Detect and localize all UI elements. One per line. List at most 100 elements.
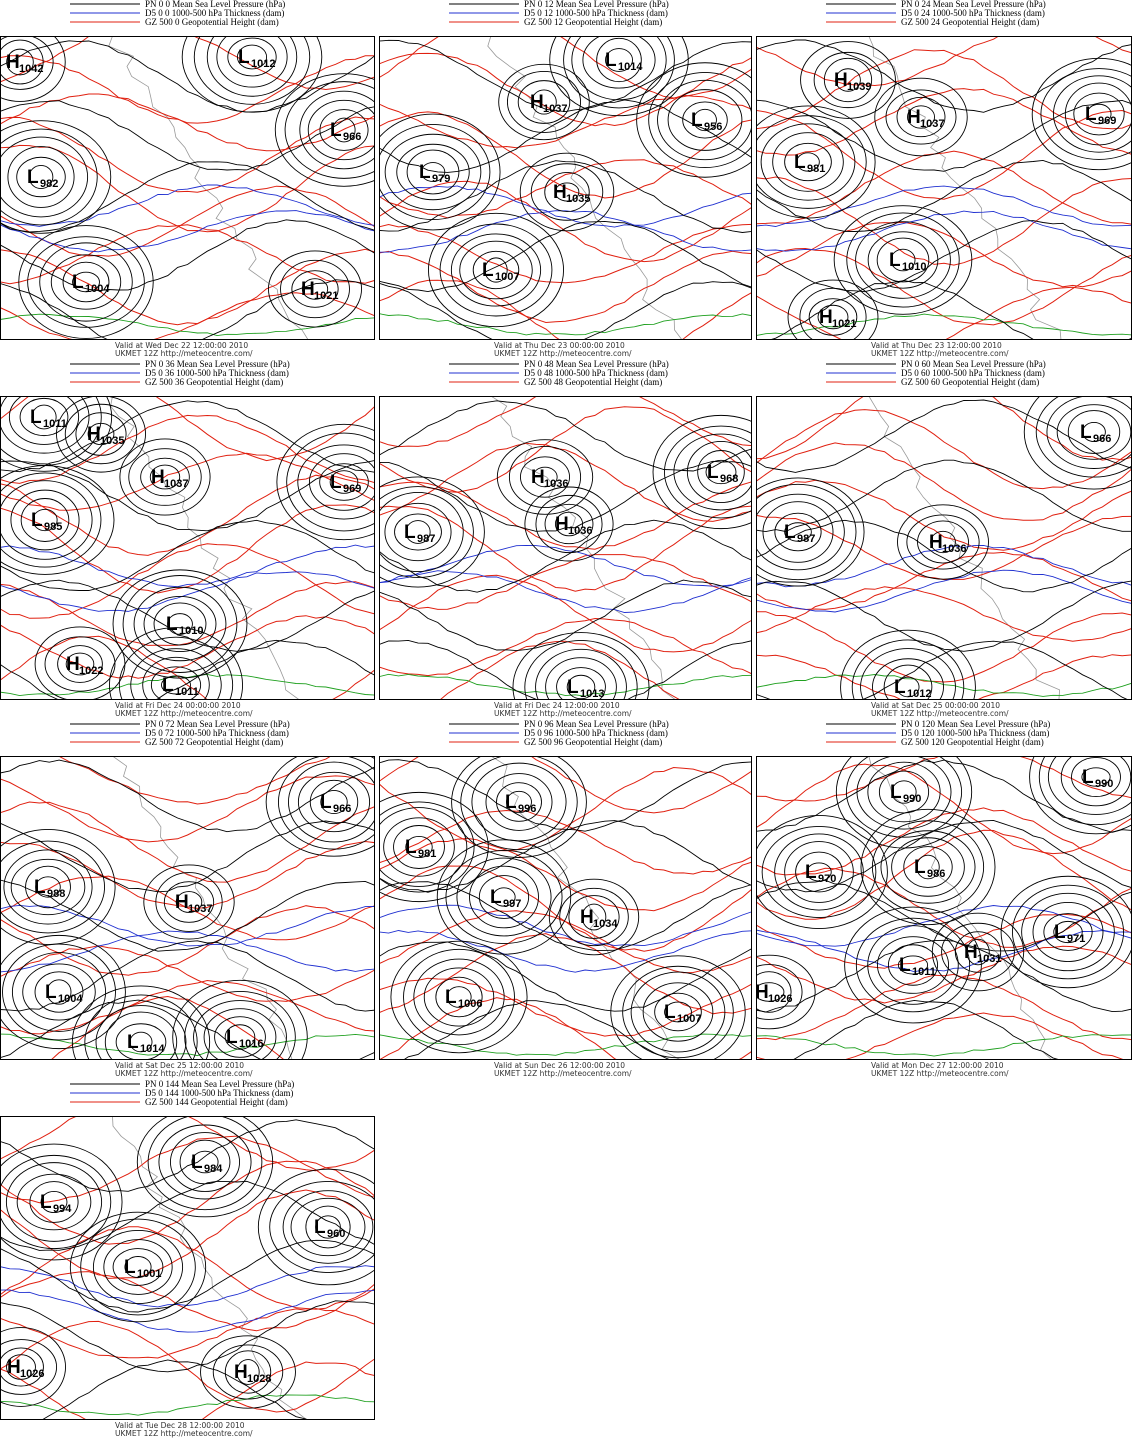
center-pressure: 997 (503, 898, 521, 910)
pressure-contour (756, 483, 857, 581)
pressure-contour (531, 89, 557, 115)
pressure-contour (224, 1024, 256, 1050)
forecast-panel: PN 0 72 Mean Sea Level Pressure (hPa)D5 … (0, 719, 375, 1078)
pressure-contour (756, 982, 785, 1002)
thickness-contour (756, 544, 1132, 588)
pressure-contour (40, 1190, 68, 1214)
legend-label: D5 0 0 1000-500 hPa Thickness (dam) (145, 8, 284, 18)
legend-label: D5 0 144 1000-500 hPa Thickness (dam) (145, 1088, 293, 1098)
valid-time: Valid at Sat Dec 25 00:00:00 2010 (871, 701, 1000, 710)
pressure-contour (191, 1150, 219, 1174)
pressure-contour (319, 109, 369, 151)
pressure-contour (761, 825, 877, 919)
pressure-contour (887, 944, 939, 986)
pressure-contour (484, 257, 508, 283)
coastline (108, 36, 309, 340)
pressure-contour (767, 280, 1132, 340)
height-contour (379, 111, 752, 199)
pressure-contour (309, 779, 359, 825)
pressure-contour (69, 1211, 207, 1323)
pressure-contour (966, 938, 990, 966)
pressure-contour (1064, 82, 1132, 146)
thickness-contour (756, 313, 1132, 337)
pressure-contour (535, 494, 603, 554)
pressure-contour (379, 160, 752, 233)
center-type: L (914, 857, 926, 878)
center-pressure: 971 (1067, 933, 1085, 945)
pressure-contour (517, 80, 571, 124)
pressure-contour (506, 790, 532, 814)
pressure-contour (774, 512, 822, 552)
thickness-contour (379, 544, 752, 587)
pressure-contour (236, 44, 268, 70)
center-pressure: 966 (1093, 433, 1111, 445)
valid-time: Valid at Wed Dec 22 12:00:00 2010 (115, 341, 248, 350)
pressure-contour (435, 976, 483, 1018)
pressure-contour (605, 48, 633, 72)
center-pressure: 966 (343, 131, 361, 143)
center-type: L (890, 782, 902, 803)
height-contour (439, 640, 682, 700)
center-type: L (31, 510, 43, 531)
pressure-contour (897, 504, 989, 580)
pressure-contour (571, 36, 667, 101)
forecast-panel: PN 0 12 Mean Sea Level Pressure (hPa)D5 … (379, 0, 752, 358)
pressure-contour (379, 941, 752, 1012)
pressure-contour (299, 90, 375, 170)
center-type: L (805, 862, 817, 883)
pressure-contour (800, 41, 896, 119)
height-contour (756, 829, 1132, 920)
center-type: H (580, 907, 594, 928)
pressure-contour (379, 486, 474, 578)
center-pressure: 1004 (85, 283, 110, 295)
pressure-contour (0, 36, 54, 90)
height-contour (0, 1189, 375, 1279)
pressure-contour (0, 100, 375, 171)
center-type: L (330, 120, 342, 141)
height-contour (379, 94, 752, 149)
center-pressure: 1035 (100, 435, 124, 447)
pressure-contour (379, 807, 468, 887)
pressure-contour (56, 396, 146, 473)
center-pressure: 1011 (43, 418, 67, 430)
thickness-contour (756, 210, 1132, 252)
height-contour (379, 554, 752, 610)
center-pressure: 1036 (942, 543, 966, 555)
pressure-contour (1023, 396, 1132, 490)
height-contour (756, 611, 1132, 683)
source: UKMET 12Z http://meteocentre.com/ (494, 349, 632, 358)
pressure-contour (393, 825, 445, 869)
pressure-contour (0, 934, 126, 1050)
pressure-contour (394, 513, 442, 551)
height-contour (756, 654, 1132, 700)
pressure-contour (41, 1359, 309, 1420)
pressure-contour (34, 971, 84, 1013)
pressure-contour (291, 270, 339, 308)
height-contour (756, 1012, 1126, 1060)
pressure-contour (787, 279, 879, 340)
forecast-panel: PN 0 36 Mean Sea Level Pressure (hPa)D5 … (0, 359, 375, 718)
pressure-contour (844, 906, 982, 1024)
center-type: H (553, 182, 567, 203)
center-pressure: 1037 (164, 478, 188, 490)
pressure-contour (379, 759, 752, 832)
pressure-contour (519, 152, 615, 232)
pressure-contour (756, 815, 888, 929)
pressure-contour (20, 498, 70, 542)
pressure-contour (545, 657, 617, 700)
pressure-contour (379, 220, 752, 293)
pressure-contour (472, 250, 520, 290)
center-pressure: 994 (53, 1203, 72, 1215)
pressure-contour (756, 819, 1132, 893)
pressure-contour (95, 1005, 187, 1060)
height-contour (756, 36, 1132, 87)
valid-time: Valid at Thu Dec 23 12:00:00 2010 (871, 341, 1002, 350)
center-type: H (530, 92, 544, 113)
pressure-contour (855, 221, 951, 299)
pressure-contour (276, 423, 375, 541)
pressure-contour (142, 656, 210, 700)
center-type: L (899, 955, 911, 976)
